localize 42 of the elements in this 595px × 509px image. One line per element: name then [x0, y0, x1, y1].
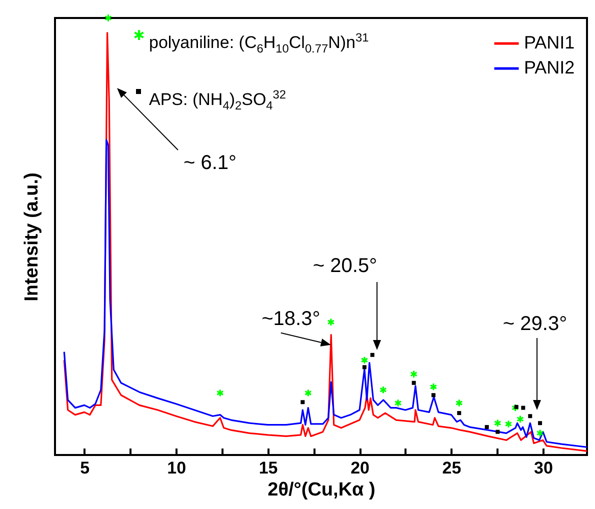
point: [431, 393, 436, 398]
x-tick-label: 5: [80, 458, 90, 478]
annotation: ~18.3°: [262, 308, 320, 330]
x-axis-title: 2θ/°(Cu,Kα ): [268, 480, 376, 500]
point: [496, 430, 500, 434]
point: [484, 425, 489, 430]
annotation: ~ 6.1°: [183, 152, 237, 174]
x-tick-label: 10: [167, 458, 186, 478]
annotation: ~ 20.5°: [312, 255, 378, 277]
x-tick-label: 15: [258, 458, 278, 478]
point: [394, 398, 402, 408]
point: [370, 352, 374, 357]
x-tick-label: 30: [534, 458, 553, 478]
point: [410, 370, 418, 378]
point: [455, 398, 463, 408]
y-axis-title: Intensity (a.u.): [22, 172, 42, 302]
point: [304, 388, 312, 398]
point: [521, 406, 526, 410]
point: [430, 382, 438, 391]
point: [538, 421, 542, 426]
point: [514, 404, 518, 409]
point: [379, 386, 387, 394]
legend-label: PANI1: [524, 32, 575, 52]
point: [360, 356, 368, 364]
point: [457, 411, 462, 416]
point: [300, 400, 305, 404]
x-tick-label: 20: [350, 458, 370, 478]
point: [504, 420, 512, 428]
x-tick-label: 25: [442, 458, 462, 478]
point: [104, 14, 112, 22]
legend-label: polyaniline: (C$_{6}$H$_{10}$Cl$_{0.77}$N)n$^{31}$: [149, 30, 369, 56]
annotation: ~ 29.3°: [502, 313, 568, 335]
point: [536, 428, 544, 438]
point: [516, 415, 524, 424]
point: [327, 318, 335, 326]
point: [362, 365, 366, 370]
point: [512, 404, 519, 412]
point: [412, 380, 416, 385]
legend-label: PANI2: [524, 58, 575, 78]
point: [528, 414, 532, 418]
point: [216, 388, 224, 398]
point: [494, 418, 502, 428]
